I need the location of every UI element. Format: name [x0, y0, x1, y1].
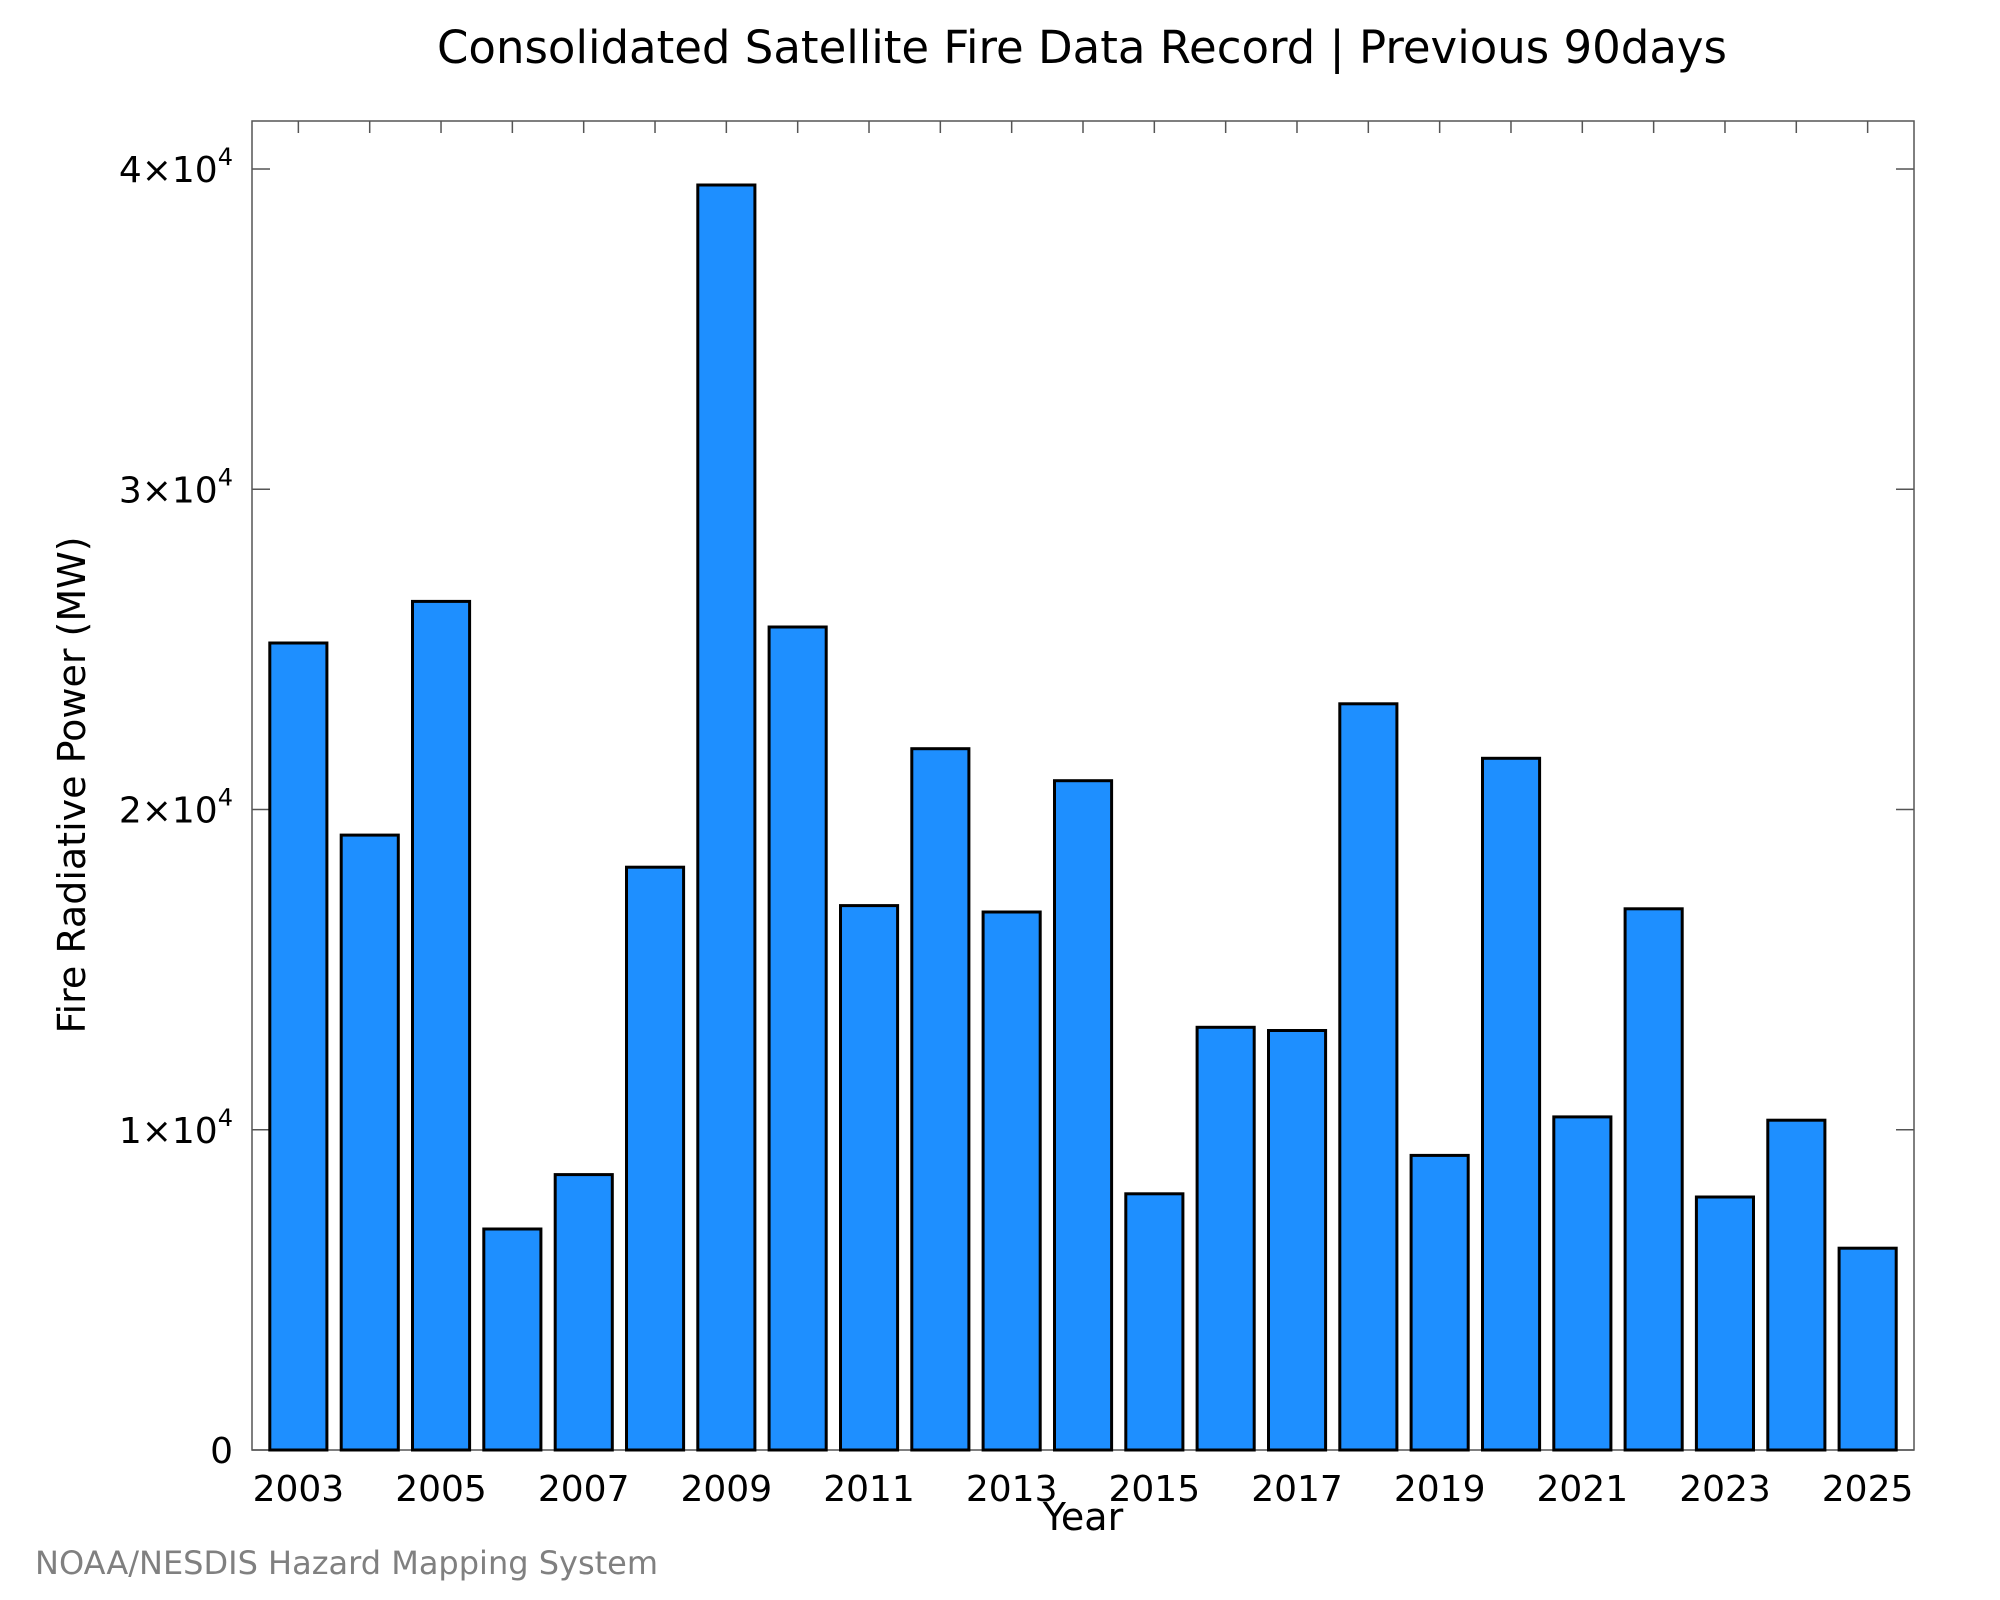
x-tick-label-2007: 2007 [538, 1469, 630, 1510]
bar-2023 [1694, 1195, 1756, 1452]
bar-2005 [411, 599, 472, 1452]
bar-2010 [767, 625, 828, 1452]
y-tick-label-20000: 2×104 [119, 784, 233, 832]
bar-2019 [1409, 1153, 1470, 1452]
x-tick-label-2021: 2021 [1536, 1469, 1628, 1510]
bar-2004 [339, 833, 400, 1452]
bar-2009 [696, 183, 757, 1452]
x-tick-label-2009: 2009 [680, 1469, 772, 1510]
bar-2013 [981, 910, 1042, 1452]
y-tick-label-10000: 1×104 [119, 1104, 233, 1152]
bar-2008 [625, 865, 686, 1452]
bar-2003 [268, 641, 329, 1452]
bar-2012 [910, 747, 971, 1452]
y-tick-mantissa: 0 [210, 1431, 233, 1472]
bar-2014 [1053, 779, 1114, 1452]
y-tick-label-0: 0 [210, 1431, 233, 1472]
y-tick-exponent: 4 [218, 463, 233, 491]
x-tick-label-2023: 2023 [1679, 1469, 1771, 1510]
bar-2022 [1623, 907, 1684, 1452]
bar-2015 [1124, 1192, 1185, 1452]
y-tick-mantissa: 1×10 [119, 1111, 218, 1152]
x-tick-label-2003: 2003 [253, 1469, 345, 1510]
bar-2016 [1195, 1025, 1256, 1452]
y-tick-label-30000: 3×104 [119, 463, 233, 511]
bar-2020 [1481, 756, 1542, 1452]
x-tick-label-2013: 2013 [966, 1469, 1058, 1510]
x-tick-label-2015: 2015 [1108, 1469, 1200, 1510]
bar-2021 [1552, 1115, 1613, 1452]
x-tick-label-2025: 2025 [1822, 1469, 1914, 1510]
x-tick-label-2017: 2017 [1251, 1469, 1343, 1510]
y-tick-exponent: 4 [218, 1104, 233, 1132]
bar-2018 [1338, 702, 1399, 1452]
chart-title: Consolidated Satellite Fire Data Record … [437, 21, 1727, 74]
x-tick-label-2011: 2011 [823, 1469, 915, 1510]
y-tick-mantissa: 4×10 [119, 150, 218, 191]
y-tick-mantissa: 3×10 [119, 470, 218, 511]
bar-2025 [1837, 1246, 1898, 1452]
x-tick-label-2019: 2019 [1394, 1469, 1486, 1510]
bar-2011 [839, 904, 900, 1452]
bar-2007 [553, 1173, 614, 1452]
y-tick-mantissa: 2×10 [119, 791, 218, 832]
x-axis-label: Year [1042, 1495, 1124, 1539]
bar-2006 [482, 1227, 543, 1452]
bar-2017 [1267, 1029, 1328, 1452]
credit-text: NOAA/NESDIS Hazard Mapping System [35, 1544, 658, 1582]
bars-layer [268, 183, 1898, 1452]
labels-layer: 2003 2005 2007 2009 2011 2013 2015 2017 2019 2021… [119, 143, 1914, 1510]
y-tick-exponent: 4 [218, 143, 233, 171]
y-axis-label: Fire Radiative Power (MW) [50, 536, 94, 1033]
x-tick-label-2005: 2005 [395, 1469, 487, 1510]
y-tick-label-40000: 4×104 [119, 143, 233, 191]
bar-2024 [1766, 1118, 1827, 1452]
y-tick-exponent: 4 [218, 784, 233, 812]
